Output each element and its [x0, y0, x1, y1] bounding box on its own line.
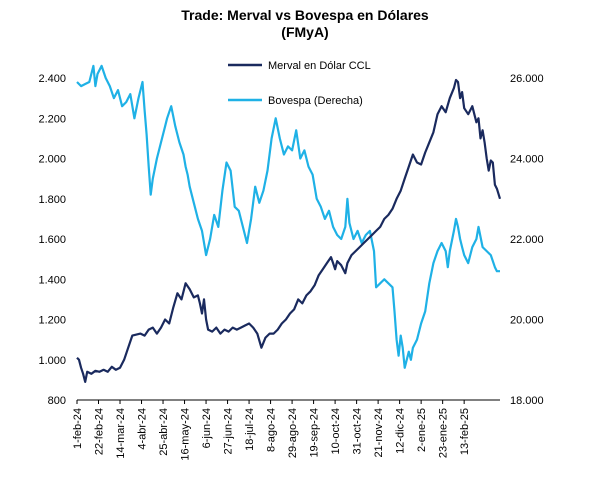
- plot-area: [76, 64, 502, 383]
- chart-title: Trade: Merval vs Bovespa en Dólares (FMy…: [150, 7, 460, 41]
- x-tick-label: 27-jun-24: [223, 408, 235, 454]
- x-tick-label: 6-jun-24: [201, 408, 213, 448]
- x-tick-label: 18-jul-24: [244, 408, 256, 451]
- y-left-tick-label: 1.400: [38, 274, 66, 286]
- y-right-tick-label: 26.000: [510, 73, 544, 85]
- y-right-tick-label: 20.000: [510, 315, 544, 327]
- y-left-tick-label: 1.600: [38, 234, 66, 246]
- x-tick-label: 12-dic-24: [395, 408, 407, 454]
- x-tick-label: 13-feb-25: [459, 408, 471, 455]
- y-left-tick-label: 1.000: [38, 355, 66, 367]
- left-axis: 800 1.000 1.200 1.400 1.600 1.800 2.000 2.200 2.…: [38, 73, 66, 407]
- chart-title-line1: Trade: Merval vs Bovespa en Dólares: [181, 7, 429, 23]
- x-tick-label: 21-nov-24: [373, 408, 385, 458]
- x-tick-label: 31-oct-24: [352, 408, 364, 454]
- x-tick-label: 4-abr-24: [137, 408, 149, 450]
- y-left-tick-label: 1.800: [38, 194, 66, 206]
- y-right-tick-label: 24.000: [510, 154, 544, 166]
- y-left-tick-label: 2.200: [38, 113, 66, 125]
- y-left-tick-label: 1.200: [38, 315, 66, 327]
- legend-label-bovespa: Bovespa (Derecha): [268, 95, 363, 107]
- legend-label-merval: Merval en Dólar CCL: [268, 60, 371, 72]
- x-tick-label: 29-ago-24: [287, 408, 299, 458]
- x-axis: 1-feb-24 22-feb-24 14-mar-24 4-abr-24 25-abr…: [72, 400, 471, 461]
- x-tick-label: 23-ene-25: [438, 408, 450, 458]
- x-tick-label: 14-mar-24: [115, 408, 127, 459]
- y-right-tick-label: 18.000: [510, 395, 544, 407]
- x-tick-label: 25-abr-24: [158, 408, 170, 456]
- merval-series-line: [76, 78, 502, 383]
- x-tick-label: 8-ago-24: [266, 408, 278, 452]
- bovespa-series-line: [76, 64, 500, 369]
- x-tick-label: 1-feb-24: [72, 408, 84, 449]
- x-tick-label: 10-oct-24: [330, 408, 342, 454]
- x-tick-label: 22-feb-24: [94, 408, 106, 455]
- y-left-tick-label: 2.000: [38, 154, 66, 166]
- x-tick-label: 16-may-24: [180, 408, 192, 461]
- right-axis: 18.000 20.000 22.000 24.000 26.000: [510, 73, 544, 407]
- x-tick-label: 2-ene-25: [416, 408, 428, 452]
- x-tick-label: 19-sep-24: [309, 408, 321, 458]
- y-left-tick-label: 800: [48, 395, 66, 407]
- y-left-tick-label: 2.400: [38, 73, 66, 85]
- legend: Merval en Dólar CCL Bovespa (Derecha): [228, 60, 371, 107]
- chart-title-line2: (FMyA): [281, 24, 329, 40]
- y-right-tick-label: 22.000: [510, 234, 544, 246]
